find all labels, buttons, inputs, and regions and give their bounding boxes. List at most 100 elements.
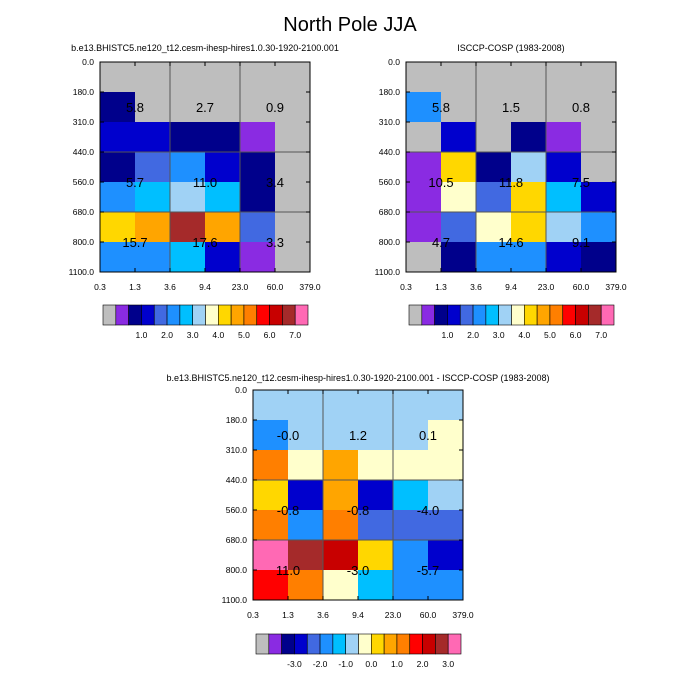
colorbar-swatch <box>205 304 219 326</box>
y-tick-label: 0.0 <box>235 385 247 395</box>
heatmap-cell <box>100 92 136 123</box>
y-tick-label: 1100.0 <box>375 267 401 277</box>
heatmap-cell <box>581 212 617 243</box>
heatmap-cell <box>170 242 206 273</box>
group-value-label: -0.8 <box>277 503 299 518</box>
colorbar-label: -2.0 <box>313 659 328 669</box>
colorbar-swatch <box>600 304 615 326</box>
heatmap-cell <box>288 450 324 481</box>
heatmap-cell <box>546 242 582 273</box>
heatmap-cell <box>323 570 359 601</box>
group-value-label: 3.3 <box>266 235 284 250</box>
colorbar-swatch <box>230 304 245 326</box>
colorbar-label: 2.0 <box>417 659 429 669</box>
group-value-label: -0.0 <box>277 428 299 443</box>
heatmap-panel-3: b.e13.BHISTC5.ne120_t12.cesm-ihesp-hires… <box>166 373 549 669</box>
heatmap-cell <box>428 540 464 571</box>
heatmap-cell <box>393 540 429 571</box>
heatmap-cell <box>511 122 547 153</box>
heatmap-cell <box>170 62 206 93</box>
group-value-label: 11.8 <box>499 175 523 190</box>
heatmap-cell <box>428 510 464 541</box>
heatmap-cell <box>476 92 512 123</box>
heatmap-cell <box>393 420 429 451</box>
heatmap-cell <box>358 390 394 421</box>
y-tick-label: 440.0 <box>73 147 95 157</box>
heatmap-cell <box>441 182 477 213</box>
heatmap-cell <box>511 92 547 123</box>
x-tick-label: 3.6 <box>164 282 176 292</box>
heatmap-cell <box>581 242 617 273</box>
y-tick-label: 310.0 <box>73 117 95 127</box>
x-tick-label: 0.3 <box>400 282 412 292</box>
heatmap-cell <box>170 182 206 213</box>
heatmap-cell <box>358 480 394 511</box>
x-tick-label: 9.4 <box>505 282 517 292</box>
x-tick-label: 9.4 <box>352 610 364 620</box>
colorbar-swatch <box>141 304 155 326</box>
heatmap-cell <box>170 212 206 243</box>
colorbar-swatch <box>255 633 270 655</box>
colorbar-swatch <box>166 304 181 326</box>
heatmap-cell <box>393 570 429 601</box>
colorbar-swatch <box>472 304 487 326</box>
heatmap-cell <box>428 450 464 481</box>
group-value-label: 1.2 <box>349 428 367 443</box>
heatmap-cell <box>240 62 276 93</box>
heatmap-cell <box>135 242 171 273</box>
heatmap-cell <box>428 480 464 511</box>
heatmap-cell <box>323 450 359 481</box>
colorbar-label: 6.0 <box>570 330 582 340</box>
heatmap-cell <box>135 92 171 123</box>
heatmap-cell <box>100 212 136 243</box>
colorbar-swatch <box>192 304 206 326</box>
heatmap-cell <box>406 182 442 213</box>
panels: b.e13.BHISTC5.ne120_t12.cesm-ihesp-hires… <box>69 43 627 669</box>
colorbar-label: 7.0 <box>595 330 607 340</box>
heatmap-cell <box>441 122 477 153</box>
heatmap-cell <box>546 92 582 123</box>
heatmap-cell <box>476 122 512 153</box>
group-value-label: 14.6 <box>498 235 523 250</box>
colorbar-swatch <box>306 633 321 655</box>
y-tick-label: 180.0 <box>73 87 95 97</box>
colorbar-label: 3.0 <box>442 659 454 669</box>
y-tick-label: 180.0 <box>379 87 401 97</box>
heatmap-cell <box>240 242 276 273</box>
heatmap-cell <box>135 182 171 213</box>
colorbar: -3.0 -2.0 -1.0 0.0 1.0 2.0 3.0 <box>255 633 462 669</box>
colorbar-swatch <box>485 304 499 326</box>
colorbar-swatch <box>434 304 448 326</box>
heatmap-cell <box>170 92 206 123</box>
heatmap-cell <box>546 182 582 213</box>
x-tick-label: 23.0 <box>232 282 249 292</box>
heatmap-cell <box>581 62 617 93</box>
colorbar-swatch <box>115 304 129 326</box>
heatmap-cell <box>253 450 289 481</box>
heatmap-cell <box>476 242 512 273</box>
group-value-label: 5.8 <box>126 100 144 115</box>
x-tick-label: 379.0 <box>299 282 321 292</box>
heatmap-cell <box>406 212 442 243</box>
heatmap-cell <box>240 212 276 243</box>
x-tick-label: 1.3 <box>435 282 447 292</box>
heatmap-cell <box>275 152 311 183</box>
colorbar-swatch <box>218 304 232 326</box>
panel-title: b.e13.BHISTC5.ne120_t12.cesm-ihesp-hires… <box>71 43 339 53</box>
colorbar-swatch <box>575 304 589 326</box>
colorbar-label: -3.0 <box>287 659 302 669</box>
heatmap-cell <box>358 450 394 481</box>
heatmap-cell <box>358 420 394 451</box>
y-tick-label: 800.0 <box>379 237 401 247</box>
colorbar-swatch <box>383 633 398 655</box>
heatmap-cell <box>546 152 582 183</box>
x-tick-label: 3.6 <box>317 610 329 620</box>
heatmap-cell <box>428 420 464 451</box>
colorbar: 1.0 2.0 3.0 4.0 5.0 6.0 7.0 <box>102 304 309 340</box>
group-value-label: 5.7 <box>126 175 144 190</box>
x-tick-label: 9.4 <box>199 282 211 292</box>
heatmap-cell <box>205 122 241 153</box>
panel-title: b.e13.BHISTC5.ne120_t12.cesm-ihesp-hires… <box>166 373 549 383</box>
heatmap-cell <box>546 62 582 93</box>
heatmap-cell <box>275 182 311 213</box>
